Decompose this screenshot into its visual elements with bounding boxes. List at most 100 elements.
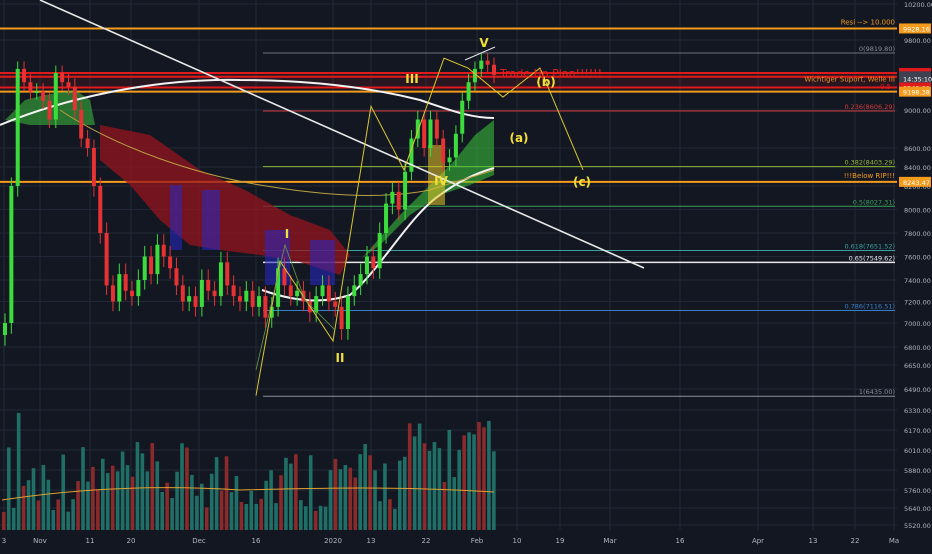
time-tick-label: Feb: [471, 537, 484, 545]
price-tick-label: 10200.00: [904, 1, 932, 9]
price-tag-text: 9928.16: [903, 25, 930, 33]
candle-body: [66, 82, 71, 87]
fib-level-label: 0.65(7549.62): [849, 254, 895, 262]
volume-bar: [348, 467, 353, 530]
candle-body: [206, 280, 211, 291]
volume-bar: [120, 451, 125, 530]
candle-body: [333, 301, 338, 307]
volume-bar: [358, 454, 362, 530]
time-tick-label: 13: [367, 537, 376, 545]
volume-bar: [422, 443, 427, 530]
candle-body: [415, 119, 420, 139]
price-candles: [3, 53, 496, 346]
time-axis[interactable]: 3 Nov 11 20 Dec 16 2020 13 22 Feb 10 19 Mar 16 Apr 13 22…: [0, 530, 932, 550]
volume-bar: [51, 510, 56, 530]
candle-body: [447, 157, 452, 163]
candle-body: [104, 233, 109, 286]
time-tick-label: Mar: [603, 537, 616, 545]
wave-zigzag: [255, 243, 336, 371]
volume-bar: [214, 457, 219, 530]
volume-bar: [323, 506, 328, 530]
price-tag: [899, 86, 931, 97]
wave-label-iv: IV: [434, 174, 448, 188]
volume-bar: [96, 489, 100, 530]
volume-bar: [447, 429, 452, 530]
volume-bar: [427, 450, 432, 530]
volume-bar: [299, 500, 303, 530]
time-tick-label: Ma: [889, 537, 899, 545]
price-tick-label: 6800.00: [904, 344, 931, 352]
price-tick-label: 8400.00: [904, 164, 931, 172]
indicator-bands: [0, 78, 495, 302]
volume-bar: [105, 473, 110, 530]
candle-body: [218, 262, 223, 297]
price-tick-label: 9000.00: [904, 107, 931, 115]
volume-bar: [175, 471, 179, 530]
volume-bar: [269, 470, 273, 530]
candle-body: [47, 100, 52, 120]
candle-body: [472, 68, 477, 83]
volume-bar: [432, 442, 437, 530]
volume-bar: [274, 503, 278, 530]
candle-body: [79, 110, 84, 139]
wave-label-a: (a): [509, 131, 528, 145]
volume-bar: [303, 506, 308, 530]
candle-body: [479, 60, 484, 69]
candle-body: [199, 280, 204, 307]
volume-bar: [254, 503, 259, 530]
price-tick-label: 5760.00: [904, 487, 931, 495]
candle-body: [485, 60, 490, 65]
candle-body: [22, 68, 27, 83]
volume-bar: [482, 427, 486, 530]
moving-average-gold: [59, 109, 495, 196]
price-tick-label: 7000.00: [904, 320, 931, 328]
price-tick-label: 7400.00: [904, 277, 931, 285]
candle-body: [110, 285, 115, 302]
price-tick-label: 6650.00: [904, 362, 931, 370]
volume-bar: [165, 482, 169, 530]
volume-bar: [190, 474, 194, 530]
time-tick-label: 20: [127, 537, 136, 545]
price-tick-label: 5520.00: [904, 522, 931, 530]
price-axis[interactable]: 10200.009800.009400.009000.008600.008400…: [899, 0, 932, 550]
candle-body: [225, 262, 230, 286]
wave-label-b: (b): [536, 75, 556, 89]
candle-body: [174, 268, 179, 286]
volume-bar: [259, 498, 263, 530]
wave-label-iii: III: [405, 72, 418, 86]
level-label: Wichtiger Suport, Welle III: [804, 76, 895, 84]
candle-body: [85, 138, 90, 148]
candle-body: [269, 306, 274, 318]
candle-body: [193, 296, 198, 307]
time-tick-label: 16: [252, 537, 261, 545]
volume-bar: [398, 460, 402, 530]
price-tag-text: 9198.38: [903, 89, 930, 97]
volume-bar: [185, 447, 189, 530]
time-tick-label: 2020: [324, 537, 342, 545]
volume-bar: [224, 456, 229, 530]
candle-body: [396, 191, 401, 210]
candle-body: [180, 285, 185, 302]
downtrend-line: [39, 0, 645, 269]
volume-bar: [140, 453, 145, 530]
candle-body: [492, 64, 496, 75]
wave-label-ii: II: [336, 351, 345, 365]
candle-body: [72, 86, 77, 110]
time-tick-label: 13: [809, 537, 818, 545]
volume-bar: [264, 480, 268, 530]
candle-body: [187, 296, 192, 302]
volume-bar: [402, 456, 407, 530]
volume-bar: [373, 470, 377, 530]
price-tick-label: 5640.00: [904, 505, 931, 513]
volume-bar: [36, 500, 41, 530]
volume-bar: [407, 423, 412, 530]
time-tick-label: 10: [513, 537, 522, 545]
candle-body: [237, 296, 242, 302]
volume-bar: [170, 497, 174, 530]
fib-level-label: 0.382(8403.29): [844, 159, 895, 167]
candle-body: [149, 256, 154, 275]
volume-bar: [284, 457, 288, 530]
volume-average-line: [1, 487, 495, 501]
candle-body: [358, 274, 363, 286]
